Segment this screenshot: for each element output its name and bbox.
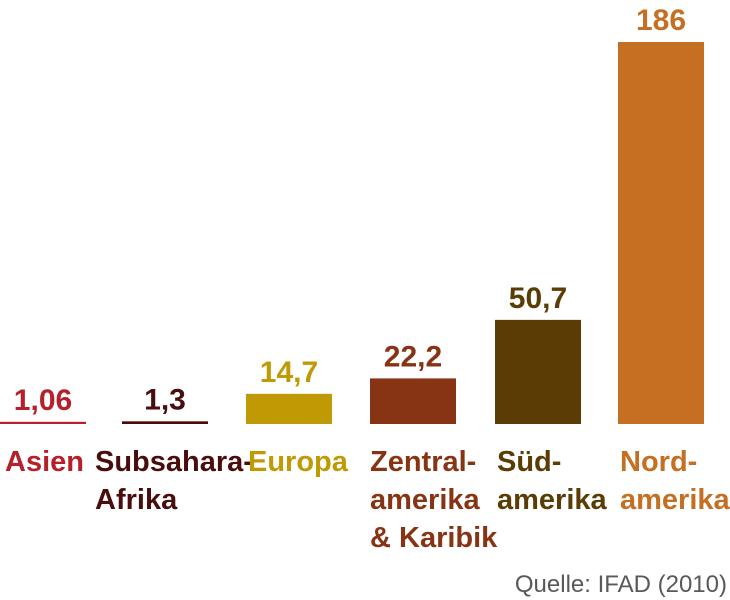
category-label-1-line-1: Afrika: [95, 484, 178, 516]
source-note: Quelle: IFAD (2010): [515, 571, 727, 598]
value-label-5: 186: [636, 4, 686, 37]
category-label-4-line-0: Süd-: [497, 446, 561, 478]
category-label-0-line-0: Asien: [5, 446, 84, 478]
value-label-0: 1,06: [14, 384, 72, 417]
category-label-3-line-0: Zentral-: [370, 446, 476, 478]
bar-1: [122, 421, 208, 424]
bar-0: [0, 421, 86, 424]
category-label-2-line-0: Europa: [248, 446, 349, 478]
bar-3: [370, 378, 456, 424]
value-label-2: 14,7: [260, 356, 318, 389]
category-label-3-line-2: & Karibik: [370, 522, 498, 554]
bar-5: [618, 42, 704, 424]
category-label-5-line-1: amerika: [620, 484, 730, 516]
bar-4: [495, 319, 581, 424]
value-label-3: 22,2: [384, 340, 442, 373]
bar-2: [246, 393, 332, 424]
category-label-3-line-1: amerika: [370, 484, 481, 516]
category-label-1-line-0: Subsahara-: [95, 446, 253, 478]
category-label-5-line-0: Nord-: [620, 446, 697, 478]
category-label-4-line-1: amerika: [497, 484, 608, 516]
value-label-1: 1,3: [144, 383, 186, 416]
value-label-4: 50,7: [509, 282, 567, 315]
